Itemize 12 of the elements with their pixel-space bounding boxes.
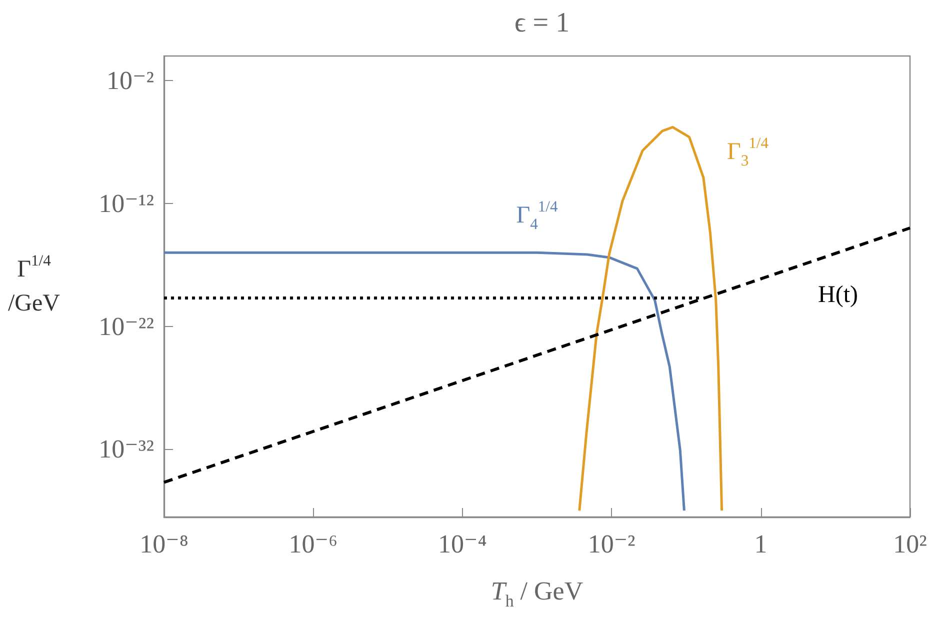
- x-tick-label: 1: [754, 530, 768, 558]
- x-tick-label: 10²: [893, 530, 928, 558]
- y-tick-label: 10⁻²²: [98, 312, 154, 341]
- x-tick-label: 10⁻⁴: [438, 530, 487, 558]
- y-tick-label: 10⁻²: [106, 66, 154, 96]
- x-tick-label: 10⁻²: [588, 530, 636, 558]
- x-tick-label: 10⁻⁶: [288, 530, 338, 558]
- y-tick-label: 10⁻¹²: [98, 188, 154, 218]
- chart-title: ϵ = 1: [514, 8, 570, 38]
- y-tick-label: 10⁻³²: [98, 434, 154, 464]
- x-tick-label: 10⁻⁸: [140, 530, 188, 558]
- series-label: H(t): [818, 282, 858, 308]
